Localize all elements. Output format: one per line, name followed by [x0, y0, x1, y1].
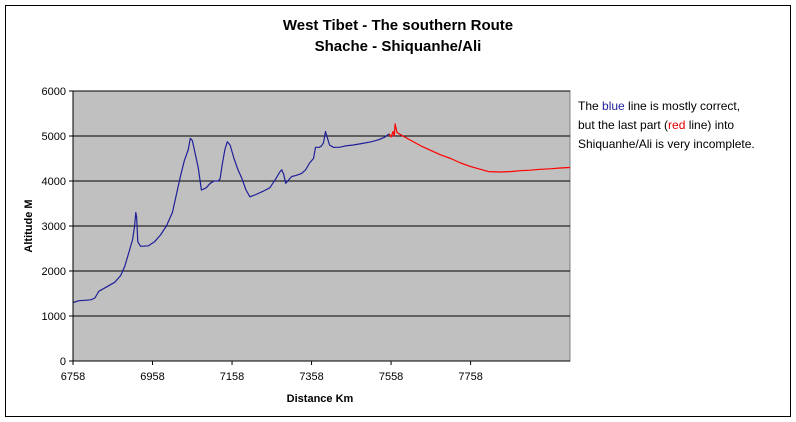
y-tick-label: 0: [60, 356, 66, 368]
note-text: but the last part (: [578, 118, 669, 132]
annotation-note: The blue line is mostly correct, but the…: [578, 97, 788, 154]
note-line-1: The blue line is mostly correct,: [578, 97, 788, 116]
x-axis-label: Distance Km: [287, 393, 354, 405]
y-tick-label: 3000: [42, 221, 66, 233]
series-group: [72, 123, 571, 304]
note-line-2: but the last part (red line) into: [578, 116, 788, 135]
series-line-red: [388, 123, 571, 173]
y-tick-label: 6000: [42, 86, 66, 98]
y-tick-label: 1000: [42, 311, 66, 323]
x-tick-label: 7358: [299, 371, 323, 383]
note-line-3: Shiquanhe/Ali is very incomplete.: [578, 137, 755, 151]
note-text: line is mostly correct,: [624, 99, 741, 113]
x-tick-label: 7158: [220, 371, 244, 383]
note-text: The: [578, 99, 603, 113]
note-blue-word: blue: [602, 99, 625, 113]
x-tick-label: 7558: [379, 371, 403, 383]
y-axis-label: Altitude M: [23, 199, 35, 252]
x-tick-label: 6758: [61, 371, 85, 383]
x-tick-label: 6958: [140, 371, 164, 383]
y-tick-label: 4000: [42, 176, 66, 188]
x-tick-label: 7758: [458, 371, 482, 383]
chart-title: West Tibet - The southern Route: [282, 17, 514, 34]
y-axis-ticks: 0 1000 2000 3000 4000 5000 6000: [42, 86, 73, 368]
x-axis-ticks: 6758 6958 7158 7358 7558 7758: [61, 361, 483, 383]
note-red-word: red: [668, 118, 686, 132]
y-tick-label: 5000: [42, 131, 66, 143]
note-text: line) into: [685, 118, 735, 132]
y-tick-label: 2000: [42, 266, 66, 278]
series-line-blue: [72, 130, 390, 304]
grid-lines: [73, 90, 570, 317]
chart-subtitle: Shache - Shiquanhe/Ali: [314, 38, 482, 55]
